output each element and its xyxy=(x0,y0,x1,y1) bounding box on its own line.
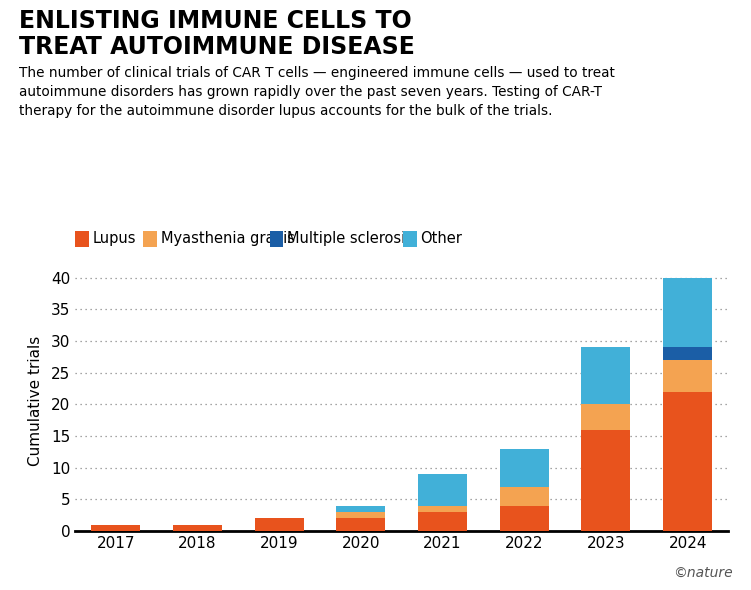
Bar xyxy=(500,506,549,531)
Text: Other: Other xyxy=(421,231,463,247)
Bar xyxy=(663,348,712,360)
Bar xyxy=(336,519,385,531)
Text: The number of clinical trials of CAR T cells — engineered immune cells — used to: The number of clinical trials of CAR T c… xyxy=(19,66,614,118)
Text: TREAT AUTOIMMUNE DISEASE: TREAT AUTOIMMUNE DISEASE xyxy=(19,35,415,60)
Bar xyxy=(255,519,303,531)
Bar xyxy=(336,506,385,512)
Bar xyxy=(581,430,631,531)
Bar xyxy=(581,404,631,430)
Bar xyxy=(92,525,140,531)
Text: Myasthenia gravis: Myasthenia gravis xyxy=(161,231,294,247)
Bar xyxy=(418,474,467,506)
Bar xyxy=(173,525,222,531)
Text: Lupus: Lupus xyxy=(92,231,136,247)
Y-axis label: Cumulative trials: Cumulative trials xyxy=(28,336,43,466)
Bar xyxy=(418,512,467,531)
Bar xyxy=(500,448,549,487)
Bar xyxy=(336,512,385,519)
Text: Multiple sclerosis: Multiple sclerosis xyxy=(287,231,413,247)
Bar xyxy=(663,360,712,392)
Bar xyxy=(418,506,467,512)
Bar xyxy=(500,487,549,506)
Bar xyxy=(663,392,712,531)
Bar xyxy=(663,278,712,348)
Text: ©nature: ©nature xyxy=(673,565,732,579)
Bar xyxy=(581,348,631,404)
Text: ENLISTING IMMUNE CELLS TO: ENLISTING IMMUNE CELLS TO xyxy=(19,9,412,33)
